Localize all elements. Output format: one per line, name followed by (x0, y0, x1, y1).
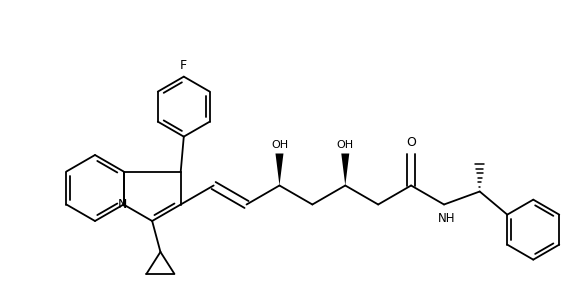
Text: N: N (118, 198, 127, 211)
Polygon shape (275, 154, 283, 185)
Text: F: F (180, 59, 187, 72)
Text: OH: OH (337, 139, 354, 149)
Polygon shape (341, 154, 349, 185)
Text: NH: NH (438, 213, 456, 226)
Text: O: O (406, 137, 416, 149)
Text: OH: OH (271, 139, 288, 149)
